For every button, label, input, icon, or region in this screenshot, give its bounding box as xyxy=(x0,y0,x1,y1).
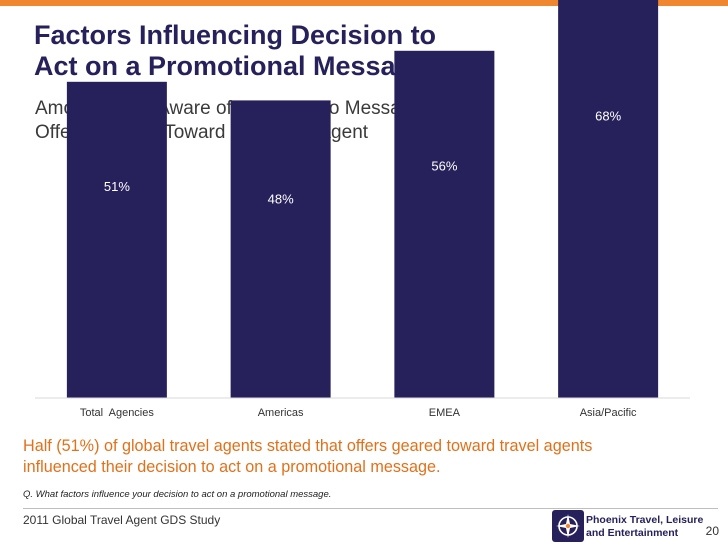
bar-2 xyxy=(394,50,495,399)
category-label-1: Americas xyxy=(258,407,304,419)
category-label-2: EMEA xyxy=(429,407,461,419)
logo-line-1: Phoenix Travel, Leisure xyxy=(586,514,704,526)
logo-line-2: and Entertainment xyxy=(586,526,679,539)
bar-value-label-3: 68% xyxy=(595,109,621,124)
bar-value-label-0: 51% xyxy=(104,179,130,194)
bar-3 xyxy=(558,0,659,399)
note-line-2: influenced their decision to act on a pr… xyxy=(23,458,441,476)
company-logo: Phoenix Travel, Leisure and Entertainmen… xyxy=(552,508,703,544)
bar-value-label-1: 48% xyxy=(268,192,294,207)
note-line-1: Half (51%) of global travel agents state… xyxy=(23,437,593,455)
logo-text: Phoenix Travel, Leisure and Entertainmen… xyxy=(586,514,706,539)
chart-value-labels: 51% 48% 56% 68% xyxy=(104,109,622,207)
bar-0 xyxy=(66,81,167,399)
chart-category-labels: Total Agencies Americas EMEA Asia/Pacific xyxy=(80,407,637,419)
bar-1 xyxy=(230,100,331,399)
title-line-2: Act on a Promotional Message xyxy=(34,51,428,81)
category-label-0: Total Agencies xyxy=(80,407,154,419)
footer-divider xyxy=(23,508,718,509)
bar-value-label-2: 56% xyxy=(431,158,457,173)
bar-chart: 51% 48% 56% 68% Total Agencies Americas EMEA A… xyxy=(35,0,690,419)
category-label-3: Asia/Pacific xyxy=(580,407,637,419)
key-finding-note: Half (51%) of global travel agents state… xyxy=(23,436,713,478)
title-line-1: Factors Influencing Decision to xyxy=(34,20,437,50)
page-title: Factors Influencing Decision to Act on a… xyxy=(34,20,674,82)
survey-question: Q. What factors influence your decision … xyxy=(23,489,332,500)
top-accent-bar xyxy=(0,0,728,6)
chart-bars xyxy=(66,0,659,399)
page-number: 20 xyxy=(705,524,719,538)
compass-icon xyxy=(552,510,584,542)
study-name: 2011 Global Travel Agent GDS Study xyxy=(23,513,221,527)
